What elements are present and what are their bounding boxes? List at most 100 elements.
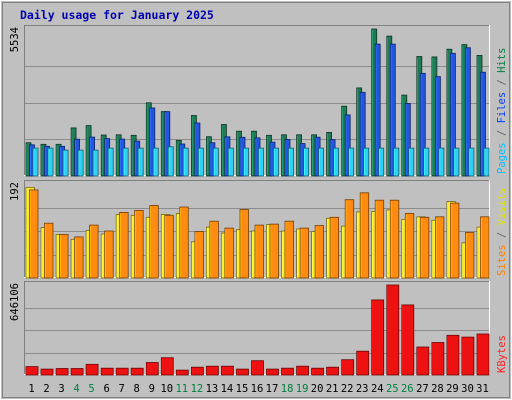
bar-pages [393, 147, 400, 177]
bar-sites [44, 222, 54, 279]
bar-sites [284, 220, 294, 279]
day-label: 3 [58, 383, 64, 395]
bar-files [480, 71, 486, 177]
bar-sites [299, 227, 310, 279]
bar-sites [404, 212, 415, 279]
bar-kbytes [356, 350, 370, 376]
day-label: 14 [221, 383, 234, 395]
bar-kbytes [25, 366, 39, 376]
bar-sites [194, 231, 204, 279]
panel-visits: 192 Sites / Visits [9, 180, 508, 279]
bar-sites [119, 211, 129, 279]
chart-title: Daily usage for January 2025 [20, 8, 214, 22]
bar-sites [179, 206, 189, 279]
panel-hits: 5534 Pages / Files / Hits [9, 25, 508, 177]
bar-kbytes [251, 360, 264, 376]
bar-files [449, 52, 456, 177]
bar-files [164, 111, 171, 177]
bar-kbytes [85, 363, 99, 376]
bar-pages [122, 147, 129, 177]
bar-sites [419, 216, 430, 279]
bar-pages [152, 147, 159, 177]
bar-sites [344, 199, 355, 279]
day-label: 5 [88, 383, 94, 395]
day-label: 9 [149, 383, 155, 395]
bar-pages [288, 147, 294, 177]
bar-sites [480, 216, 490, 279]
day-label: 20 [311, 383, 324, 395]
bar-pages [62, 149, 69, 177]
bar-sites [104, 230, 114, 279]
bar-kbytes [70, 368, 84, 376]
bar-kbytes [160, 357, 174, 376]
bar-pages [32, 147, 39, 177]
bar-pages [303, 147, 310, 177]
bar-pages [182, 147, 189, 177]
bar-pages [167, 146, 174, 177]
bar-pages [468, 147, 475, 177]
bar-kbytes [311, 367, 325, 376]
axis-max-label: 646106 [9, 283, 21, 321]
day-label: 1 [28, 383, 34, 395]
bar-kbytes [266, 368, 279, 376]
day-label: 25 [386, 383, 399, 395]
day-label: 10 [160, 383, 173, 395]
bar-pages [243, 147, 249, 177]
bar-files [344, 114, 351, 177]
bar-kbytes [145, 362, 159, 376]
bar-pages [47, 147, 54, 177]
legend-pages: Pages [496, 142, 508, 174]
bar-sites [389, 199, 400, 279]
bar-sites [329, 216, 340, 279]
bar-files [374, 43, 381, 177]
bar-kbytes [236, 368, 249, 376]
bar-pages [258, 147, 264, 177]
bar-sites [434, 216, 445, 279]
bar-sites [254, 224, 264, 279]
day-label: 7 [119, 383, 125, 395]
bar-pages [408, 147, 415, 177]
bar-kbytes [281, 367, 294, 376]
day-label: 22 [341, 383, 354, 395]
bar-sites [359, 192, 370, 279]
legend-label: Pages / Files / Hits [496, 48, 508, 174]
bar-sites [59, 233, 69, 279]
bar-kbytes [341, 359, 355, 376]
legend-files: Files [496, 92, 508, 124]
bar-pages [107, 147, 114, 177]
bar-sites [164, 214, 174, 279]
bar-sites [89, 224, 99, 279]
day-label: 23 [356, 383, 369, 395]
bar-sites [149, 205, 159, 279]
bar-kbytes [175, 369, 189, 376]
bar-kbytes [476, 333, 490, 376]
bar-pages [453, 147, 460, 177]
axis-max-label: 5534 [9, 27, 21, 52]
bar-pages [363, 147, 370, 177]
bar-kbytes [326, 366, 340, 376]
bar-kbytes [296, 365, 310, 376]
day-label: 27 [416, 383, 429, 395]
day-label: 21 [326, 383, 339, 395]
legend-visits: Visits [496, 187, 508, 225]
bar-kbytes [205, 365, 219, 376]
panel-kbytes: 646106 KBytes [9, 281, 508, 376]
day-label: 2 [43, 383, 49, 395]
bar-sites [464, 232, 475, 279]
day-label: 28 [431, 383, 444, 395]
bar-files [434, 76, 441, 177]
day-label: 31 [476, 383, 489, 395]
bar-sites [449, 202, 460, 279]
day-label: 26 [401, 383, 414, 395]
bar-pages [318, 147, 325, 177]
bar-files [404, 103, 411, 177]
bar-kbytes [461, 336, 475, 376]
bar-kbytes [190, 366, 204, 376]
bar-kbytes [115, 367, 129, 376]
bar-files [419, 72, 426, 177]
bar-kbytes [446, 334, 460, 376]
bar-kbytes [55, 368, 69, 376]
bar-kbytes [431, 342, 445, 376]
bar-pages [227, 147, 234, 177]
